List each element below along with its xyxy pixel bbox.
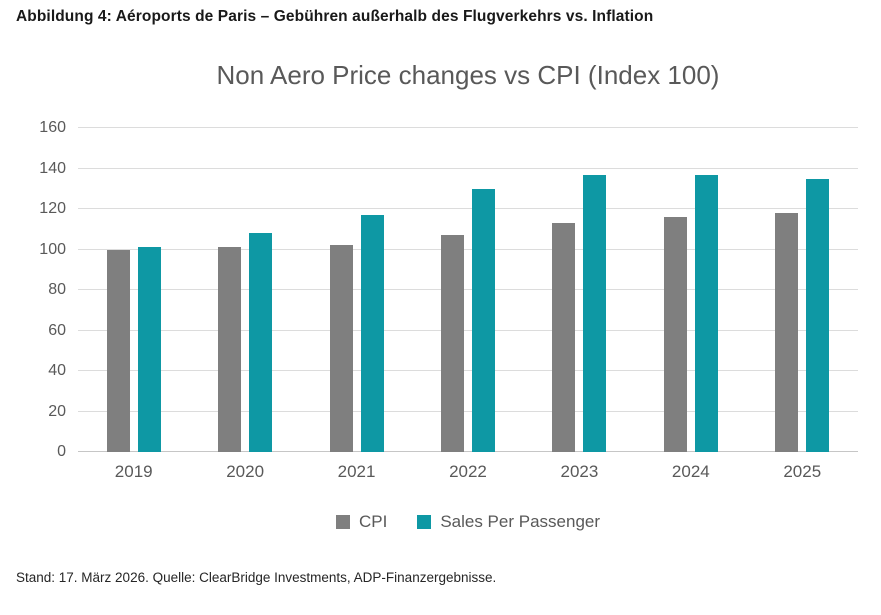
bar-sales-per-passenger-2025 [806,178,830,452]
bar-cpi-2025 [775,213,799,452]
bar-group-2020 [218,128,273,452]
legend-label: CPI [358,512,388,531]
bar-sales-per-passenger-2024 [694,174,718,452]
y-tick-label-120: 120 [39,200,66,217]
source-note: Stand: 17. März 2026. Quelle: ClearBridg… [16,570,497,585]
y-tick-label-60: 60 [48,321,66,339]
gridline-60 [78,329,858,331]
bar-cpi-2021 [329,245,353,452]
bar-cpi-2020 [218,247,242,452]
gridline-20 [78,410,858,412]
bar-group-2025 [775,128,830,452]
y-tick-label-100: 100 [39,240,66,258]
bar-group-2023 [552,128,607,452]
bar-sales-per-passenger-2023 [583,174,607,452]
x-axis-label-2021: 2021 [337,462,376,481]
y-tick-label-140: 140 [39,159,66,177]
bar-sales-per-passenger-2021 [360,215,384,452]
legend-item-sales-per-passenger: Sales Per Passenger [417,512,600,532]
x-axis-label-2024: 2024 [671,462,710,481]
bar-cpi-2024 [663,217,687,452]
y-tick-label-40: 40 [48,362,66,379]
gridline-0 [78,451,858,452]
legend-swatch-icon [417,515,432,529]
bar-cpi-2023 [552,223,576,452]
gridline-80 [78,289,858,290]
gridline-120 [78,208,858,209]
gridline-140 [78,167,858,169]
x-axis-label-2019: 2019 [114,462,153,481]
y-tick-label-80: 80 [48,281,66,298]
x-axis-label-2025: 2025 [783,462,822,481]
bar-group-2022 [440,128,495,452]
bar-group-2021 [329,128,384,452]
x-axis-label-2020: 2020 [226,462,265,481]
gridline-40 [78,370,858,371]
figure-heading: Abbildung 4: Aéroports de Paris – Gebühr… [16,8,654,25]
chart-title: Non Aero Price changes vs CPI (Index 100… [216,60,720,90]
bar-sales-per-passenger-2022 [471,188,495,452]
y-tick-label-160: 160 [39,119,66,136]
bar-group-2024 [663,128,718,452]
gridline-100 [78,248,858,250]
bar-cpi-2022 [440,235,464,452]
legend-swatch-icon [335,515,350,529]
bar-group-2019 [106,128,161,452]
y-tick-label-0: 0 [57,443,66,460]
bar-sales-per-passenger-2019 [137,247,161,452]
legend-label: Sales Per Passenger [440,512,601,531]
x-axis-labels: 2019 2020 2021 2022 2023 2024 2025 [78,462,858,482]
legend: CPI Sales Per Passenger [78,512,858,532]
x-axis-label-2022: 2022 [449,462,487,481]
plot-area: 0 20 40 60 80 100 120 140 160 [39,120,858,460]
legend-item-cpi: CPI [335,512,388,532]
bars-container [78,128,858,452]
x-axis-label-2023: 2023 [560,462,599,481]
gridline-160 [78,127,858,128]
bar-sales-per-passenger-2020 [249,233,273,452]
y-tick-label-20: 20 [48,402,66,420]
bar-cpi-2019 [106,249,130,452]
